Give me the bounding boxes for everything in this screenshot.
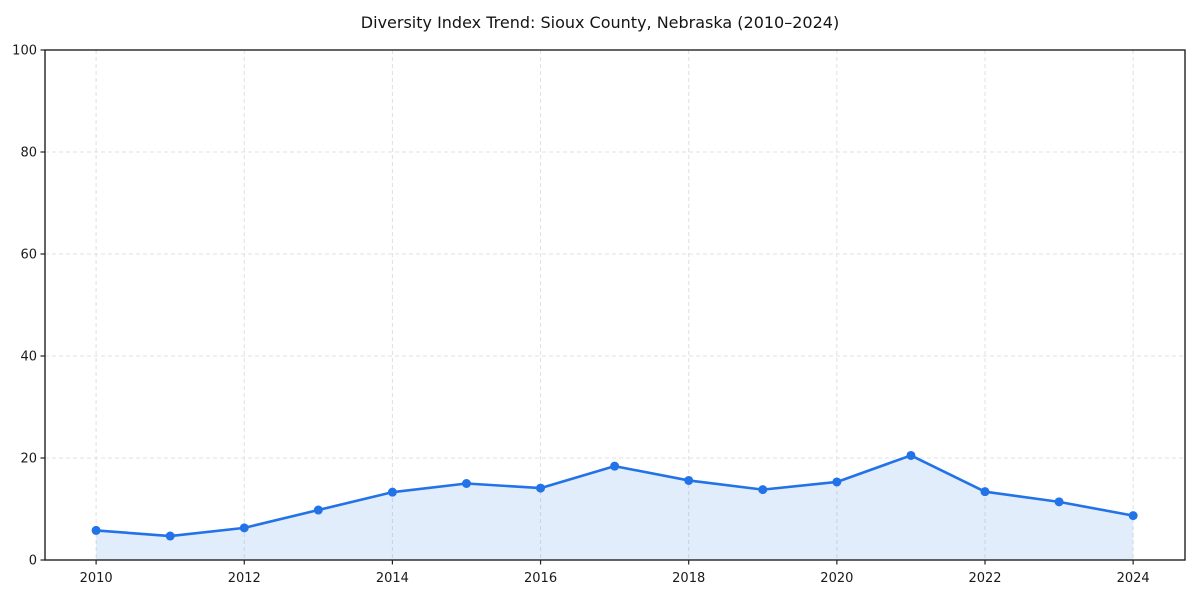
- data-point-2014: [387, 487, 397, 497]
- data-point-2020: [832, 477, 842, 487]
- data-point-2010: [91, 525, 101, 535]
- y-tick-label: 40: [20, 350, 37, 365]
- data-point-2023: [1054, 497, 1064, 507]
- data-point-2019: [758, 485, 768, 495]
- data-point-2017: [610, 461, 620, 471]
- data-point-2022: [980, 487, 990, 497]
- chart-title: Diversity Index Trend: Sioux County, Neb…: [360, 13, 840, 32]
- data-point-2016: [536, 483, 546, 493]
- data-point-2012: [239, 523, 249, 533]
- y-tick-label: 100: [12, 44, 37, 59]
- data-point-2011: [165, 531, 175, 541]
- x-tick-label: 2016: [524, 571, 557, 586]
- data-point-2024: [1128, 511, 1138, 521]
- y-tick-label: 20: [20, 452, 37, 467]
- x-tick-label: 2010: [80, 571, 113, 586]
- x-tick-label: 2014: [376, 571, 409, 586]
- y-tick-label: 80: [20, 146, 37, 161]
- plot-border: [44, 49, 1186, 561]
- y-tick-label: 60: [20, 248, 37, 263]
- area-fill: [96, 455, 1134, 560]
- y-tick-label: 0: [29, 554, 37, 569]
- x-tick-label: 2024: [1117, 571, 1150, 586]
- data-point-2021: [906, 450, 916, 460]
- x-tick-label: 2012: [228, 571, 261, 586]
- data-point-2015: [461, 479, 471, 488]
- x-tick-label: 2018: [672, 571, 705, 586]
- x-tick-label: 2020: [820, 571, 853, 586]
- data-point-2018: [684, 475, 694, 485]
- data-point-2013: [313, 505, 323, 515]
- x-tick-label: 2022: [968, 571, 1001, 586]
